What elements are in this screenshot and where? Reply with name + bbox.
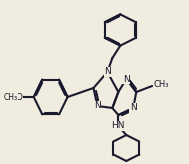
Text: N: N <box>130 103 137 113</box>
Text: N: N <box>123 74 130 83</box>
Text: HN: HN <box>112 122 125 131</box>
Text: O: O <box>15 92 22 102</box>
Text: N: N <box>104 68 111 76</box>
Text: CH₃: CH₃ <box>4 92 18 102</box>
Text: N: N <box>94 102 101 111</box>
Text: CH₃: CH₃ <box>153 80 169 89</box>
